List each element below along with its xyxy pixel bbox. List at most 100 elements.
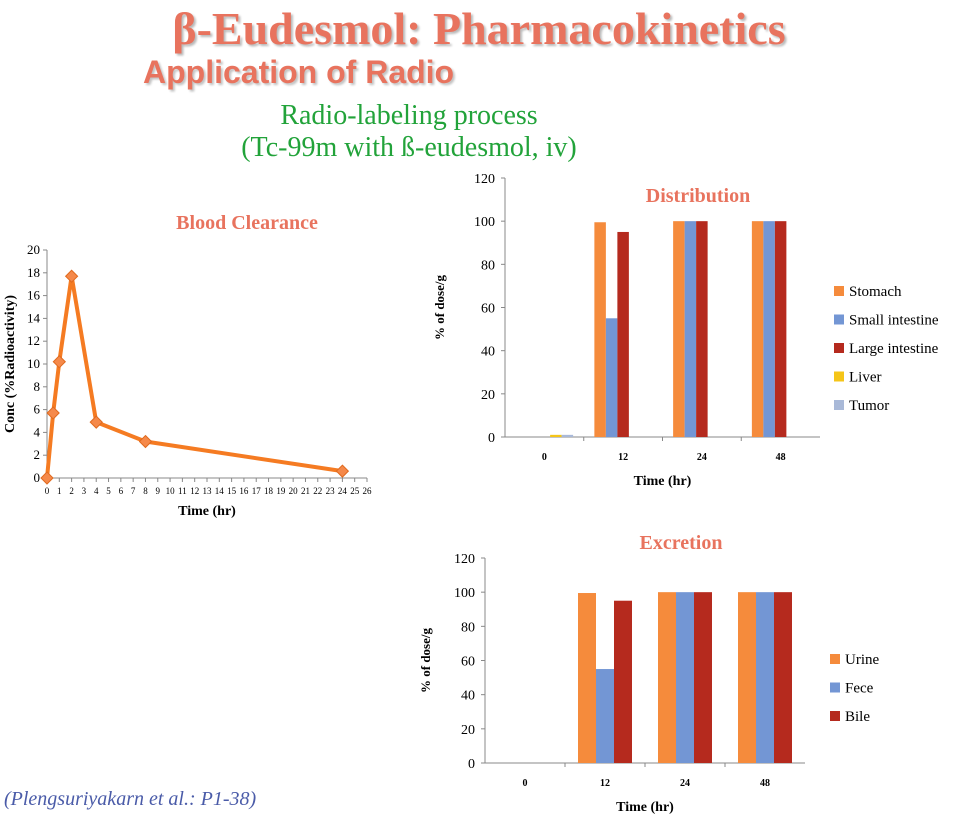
x-tick-label: 21 [301, 486, 310, 496]
legend-label: Large intestine [849, 341, 939, 357]
legend-label: Bile [845, 709, 870, 725]
x-tick-label: 20 [289, 486, 299, 496]
slide-title: β-Eudesmol: Pharmacokinetics [172, 3, 786, 54]
category-label: 48 [776, 452, 786, 463]
bar-small-intestine [605, 318, 618, 437]
bar-small-intestine [763, 221, 775, 437]
citation: (Plengsuriyakarn et al.: P1-38) [4, 788, 257, 810]
x-tick-label: 5 [106, 486, 111, 496]
bar-large-intestine [696, 221, 708, 437]
data-point [138, 434, 153, 449]
x-tick-label: 24 [338, 486, 348, 496]
bar-large-intestine [617, 231, 629, 437]
bar-tumor [561, 434, 574, 437]
x-tick-label: 1 [57, 486, 62, 496]
y-tick-label: 12 [27, 333, 40, 348]
x-tick-label: 6 [119, 486, 124, 496]
category-label: 24 [680, 778, 690, 789]
y-tick-label: 14 [27, 310, 41, 325]
bar-bile [774, 592, 792, 763]
y-tick-label: 18 [27, 265, 40, 280]
process-line-1: Radio-labeling process [280, 100, 538, 131]
legend-swatch [834, 286, 844, 296]
x-axis-label: Time (hr) [178, 504, 236, 519]
legend-label: Small intestine [849, 313, 939, 329]
excretion-chart: Excretion 0 20 40 60 80 100 120 0 12 24 48 Time (hr)… [418, 532, 879, 815]
x-tick-label: 15 [227, 486, 237, 496]
bar-large-intestine [774, 221, 787, 437]
y-tick-label: 6 [34, 402, 41, 417]
y-tick-label: 80 [481, 258, 495, 273]
slide-subtitle: Application of Radio [143, 54, 455, 90]
data-point [89, 415, 103, 429]
process-description: Radio-labeling process (Tc-99m with ß-eu… [0, 100, 818, 164]
y-tick-label: 40 [461, 689, 475, 704]
legend-swatch [834, 371, 844, 382]
y-tick-label: 8 [34, 379, 41, 394]
x-axis-label: Time (hr) [616, 800, 674, 815]
legend-swatch [830, 682, 840, 693]
y-axis-label: % of dose/g [418, 628, 433, 694]
bar-stomach [751, 221, 764, 437]
legend-swatch [834, 314, 844, 325]
x-tick-label: 13 [203, 486, 213, 496]
y-tick-label: 40 [481, 345, 495, 360]
y-tick-label: 2 [34, 447, 41, 462]
bar-urine [578, 593, 596, 763]
y-tick-label: 0 [488, 431, 495, 446]
distribution-chart: Distribution 0 20 40 60 80 100 120 0 12 24 48 Time (… [432, 172, 939, 489]
y-tick-label: 100 [454, 586, 475, 601]
x-tick-label: 17 [252, 486, 262, 496]
y-tick-label: 10 [27, 356, 40, 371]
x-tick-label: 23 [326, 486, 336, 496]
y-tick-label: 0 [34, 470, 41, 485]
y-tick-label: 100 [474, 215, 495, 230]
bar-fece [676, 592, 694, 763]
y-tick-label: 60 [481, 302, 495, 317]
legend-label: Tumor [849, 398, 889, 414]
legend-label: Fece [845, 681, 874, 697]
category-label: 48 [760, 778, 770, 789]
x-tick-label: 26 [363, 486, 373, 496]
category-label: 0 [542, 452, 547, 463]
y-tick-label: 120 [474, 172, 495, 187]
y-tick-label: 0 [468, 757, 475, 772]
x-tick-label: 18 [264, 486, 274, 496]
x-tick-label: 14 [215, 486, 225, 496]
y-tick-label: 4 [34, 424, 41, 439]
data-point [40, 471, 54, 485]
x-tick-label: 0 [45, 486, 50, 496]
chart-title: Distribution [646, 185, 750, 207]
legend-label: Liver [849, 370, 881, 386]
category-label: 12 [600, 778, 610, 789]
category-label: 0 [523, 778, 528, 789]
x-tick-label: 11 [178, 486, 187, 496]
y-tick-label: 20 [461, 723, 475, 738]
y-axis-label: % of dose/g [432, 275, 447, 341]
bar-urine [658, 592, 676, 763]
x-tick-label: 12 [190, 486, 199, 496]
y-tick-label: 80 [461, 620, 475, 635]
data-point [52, 355, 67, 369]
bar-fece [756, 592, 774, 763]
y-tick-label: 60 [461, 655, 475, 670]
x-tick-label: 3 [82, 486, 87, 496]
y-tick-label: 120 [454, 552, 475, 567]
x-tick-label: 16 [239, 486, 249, 496]
x-tick-label: 25 [350, 486, 360, 496]
series-line [45, 274, 343, 479]
x-tick-label: 2 [69, 486, 74, 496]
legend-swatch [830, 711, 840, 721]
bar-stomach [594, 222, 606, 437]
category-label: 24 [697, 452, 707, 463]
x-tick-label: 8 [143, 486, 148, 496]
y-tick-label: 20 [27, 242, 40, 257]
bar-bile [614, 600, 632, 763]
data-point [64, 269, 79, 283]
x-axis-label: Time (hr) [634, 474, 692, 489]
bar-urine [738, 592, 756, 763]
bar-small-intestine [684, 221, 697, 437]
y-tick-label: 20 [481, 388, 495, 403]
bar-stomach [673, 221, 685, 437]
